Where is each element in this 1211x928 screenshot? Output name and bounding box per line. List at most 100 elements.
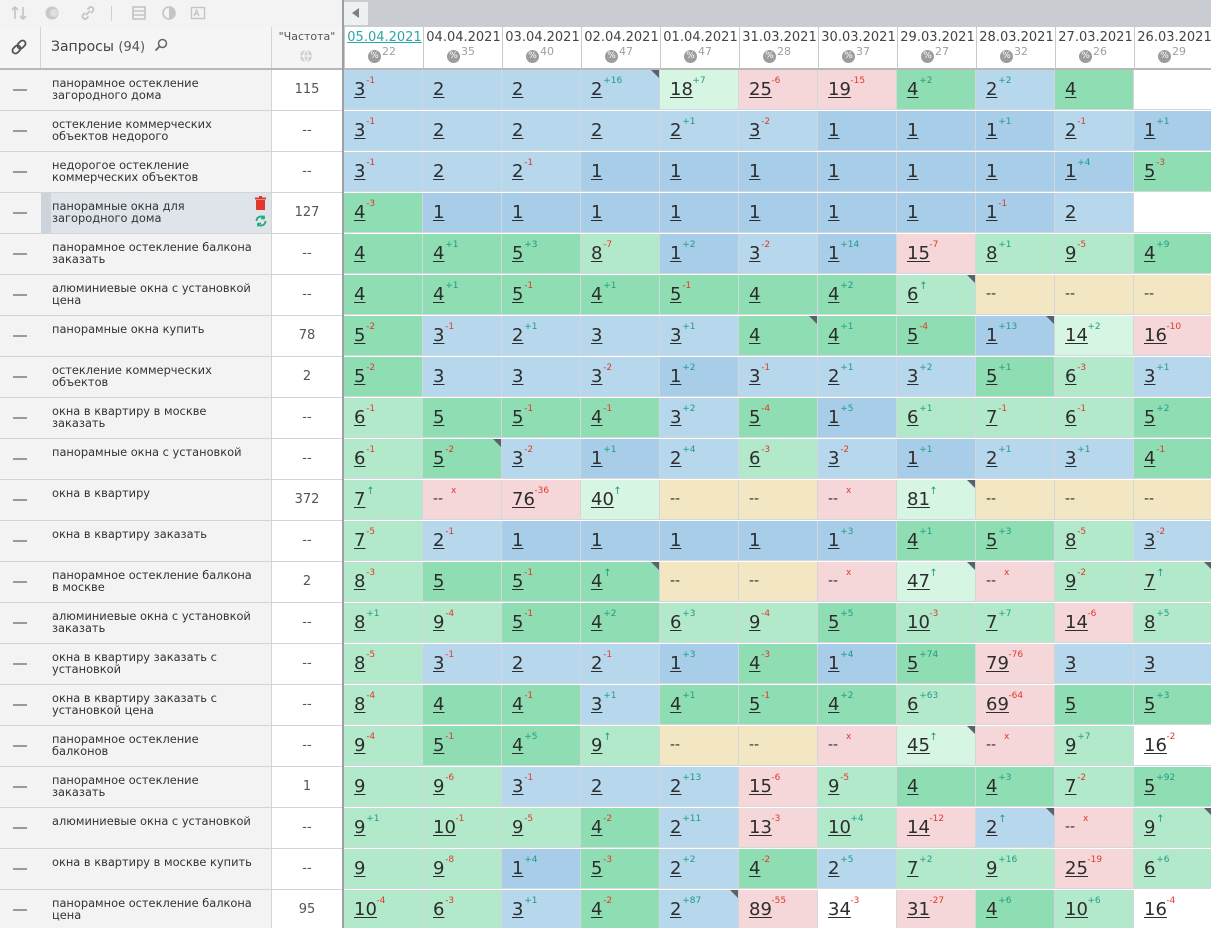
position-cell[interactable]: 2 xyxy=(581,767,660,807)
position-cell[interactable]: 2 +4 xyxy=(660,439,739,479)
position-cell[interactable]: 9 -4 xyxy=(344,726,423,766)
position-cell[interactable]: 3 xyxy=(581,316,660,356)
position-value[interactable]: 5 xyxy=(354,325,366,346)
text-icon[interactable] xyxy=(190,5,206,21)
position-value[interactable]: 9 xyxy=(1144,817,1156,838)
position-value[interactable]: 4 xyxy=(907,530,919,551)
position-value[interactable]: 5 xyxy=(1144,776,1156,797)
position-value[interactable]: 4 xyxy=(591,899,603,920)
position-cell[interactable]: 2 +13 xyxy=(660,767,739,807)
position-value[interactable]: 2 xyxy=(433,530,445,551)
collapse-left-icon[interactable] xyxy=(344,2,368,25)
position-value[interactable]: 4 xyxy=(512,694,524,715)
position-value[interactable]: 2 xyxy=(591,120,603,141)
position-value[interactable]: 2 xyxy=(433,120,445,141)
position-value[interactable]: 4 xyxy=(354,243,366,264)
position-cell[interactable]: 8 -4 xyxy=(344,685,423,725)
position-cell[interactable]: 14 -12 xyxy=(897,808,976,848)
row-collapse-icon[interactable] xyxy=(0,275,42,316)
position-cell[interactable]: 1 xyxy=(423,193,502,233)
position-cell[interactable]: 69 -64 xyxy=(976,685,1055,725)
position-value[interactable]: 7 xyxy=(354,489,366,510)
position-cell[interactable]: 1 +14 xyxy=(818,234,897,274)
position-cell[interactable]: 3 -1 xyxy=(502,767,581,807)
date-column-header[interactable]: 02.04.2021% 47 xyxy=(581,27,661,70)
position-cell[interactable]: 4 +1 xyxy=(897,521,976,561)
position-cell[interactable]: 4 xyxy=(897,767,976,807)
position-cell[interactable]: 6 -3 xyxy=(1055,357,1134,397)
position-cell[interactable]: -- x xyxy=(818,562,897,602)
row-collapse-icon[interactable] xyxy=(0,726,42,767)
position-value[interactable]: 3 xyxy=(354,79,366,100)
position-value[interactable]: 6 xyxy=(354,448,366,469)
position-cell[interactable]: 3 +2 xyxy=(897,357,976,397)
position-cell[interactable]: 1 xyxy=(739,152,818,192)
position-value[interactable]: -- xyxy=(433,491,444,507)
position-value[interactable]: 1 xyxy=(433,202,445,223)
position-cell[interactable]: 81 ↑ xyxy=(897,480,976,520)
position-value[interactable]: 8 xyxy=(1144,612,1156,633)
position-cell[interactable]: 1 xyxy=(581,152,660,192)
position-cell[interactable]: 16 -10 xyxy=(1134,316,1211,356)
position-cell[interactable]: 2 xyxy=(502,644,581,684)
position-cell[interactable]: -- xyxy=(1134,480,1211,520)
query-cell[interactable]: панорамные окна купить xyxy=(41,316,272,357)
position-cell[interactable]: 9 +7 xyxy=(1055,726,1134,766)
position-value[interactable]: 14 xyxy=(1065,325,1088,346)
position-cell[interactable]: 1 xyxy=(581,521,660,561)
date-label[interactable]: 05.04.2021 xyxy=(347,30,422,45)
position-value[interactable]: 10 xyxy=(433,817,456,838)
position-cell[interactable]: 79 -76 xyxy=(976,644,1055,684)
position-value[interactable]: 1 xyxy=(828,202,840,223)
position-cell[interactable]: 5 -2 xyxy=(344,357,423,397)
position-value[interactable]: 2 xyxy=(986,448,998,469)
position-value[interactable]: 4 xyxy=(986,899,998,920)
position-value[interactable]: 2 xyxy=(828,366,840,387)
sort-icon[interactable] xyxy=(11,5,27,21)
position-value[interactable]: 3 xyxy=(512,366,524,387)
position-cell[interactable]: 2 xyxy=(502,70,581,110)
position-value[interactable]: 4 xyxy=(828,325,840,346)
position-cell[interactable]: 9 ↑ xyxy=(581,726,660,766)
position-value[interactable]: 4 xyxy=(749,653,761,674)
position-cell[interactable]: 3 -1 xyxy=(344,111,423,151)
position-value[interactable]: 3 xyxy=(1065,448,1077,469)
position-value[interactable]: -- xyxy=(1065,286,1076,302)
position-cell[interactable]: 3 -1 xyxy=(344,152,423,192)
percent-icon[interactable]: % xyxy=(1000,50,1013,63)
position-cell[interactable]: 2 xyxy=(423,70,502,110)
position-cell[interactable]: 2 +2 xyxy=(976,70,1055,110)
position-cell[interactable]: 1 +13 xyxy=(976,316,1055,356)
position-cell[interactable]: 3 +1 xyxy=(502,890,581,928)
position-value[interactable]: 4 xyxy=(433,243,445,264)
position-value[interactable]: 2 xyxy=(828,858,840,879)
position-cell[interactable]: 8 -5 xyxy=(1055,521,1134,561)
position-cell[interactable]: 4 +2 xyxy=(818,275,897,315)
position-cell[interactable]: 14 -6 xyxy=(1055,603,1134,643)
position-value[interactable]: 3 xyxy=(512,448,524,469)
position-value[interactable]: 2 xyxy=(670,776,682,797)
position-value[interactable]: 15 xyxy=(749,776,772,797)
position-cell[interactable]: 4 xyxy=(739,275,818,315)
position-cell[interactable]: 1 xyxy=(818,111,897,151)
position-value[interactable]: 5 xyxy=(1065,694,1077,715)
position-cell[interactable]: 1 +1 xyxy=(976,111,1055,151)
position-value[interactable]: 89 xyxy=(749,899,772,920)
position-value[interactable]: 1 xyxy=(512,202,524,223)
position-value[interactable]: 25 xyxy=(749,79,772,100)
query-cell[interactable]: окна в квартиру заказать xyxy=(41,521,272,562)
position-value[interactable]: 2 xyxy=(591,776,603,797)
position-cell[interactable]: -- x xyxy=(976,562,1055,602)
position-value[interactable]: 5 xyxy=(1144,694,1156,715)
date-label[interactable]: 28.03.2021 xyxy=(979,30,1054,45)
percent-icon[interactable]: % xyxy=(1158,50,1171,63)
date-column-header[interactable]: 04.04.2021% 35 xyxy=(423,27,503,70)
position-value[interactable]: 5 xyxy=(1144,161,1156,182)
position-value[interactable]: 2 xyxy=(512,79,524,100)
position-value[interactable]: 1 xyxy=(986,325,998,346)
position-value[interactable]: 1 xyxy=(986,202,998,223)
position-value[interactable]: 5 xyxy=(354,366,366,387)
position-value[interactable]: 1 xyxy=(828,120,840,141)
position-cell[interactable]: 2 +11 xyxy=(660,808,739,848)
position-value[interactable]: 15 xyxy=(907,243,930,264)
